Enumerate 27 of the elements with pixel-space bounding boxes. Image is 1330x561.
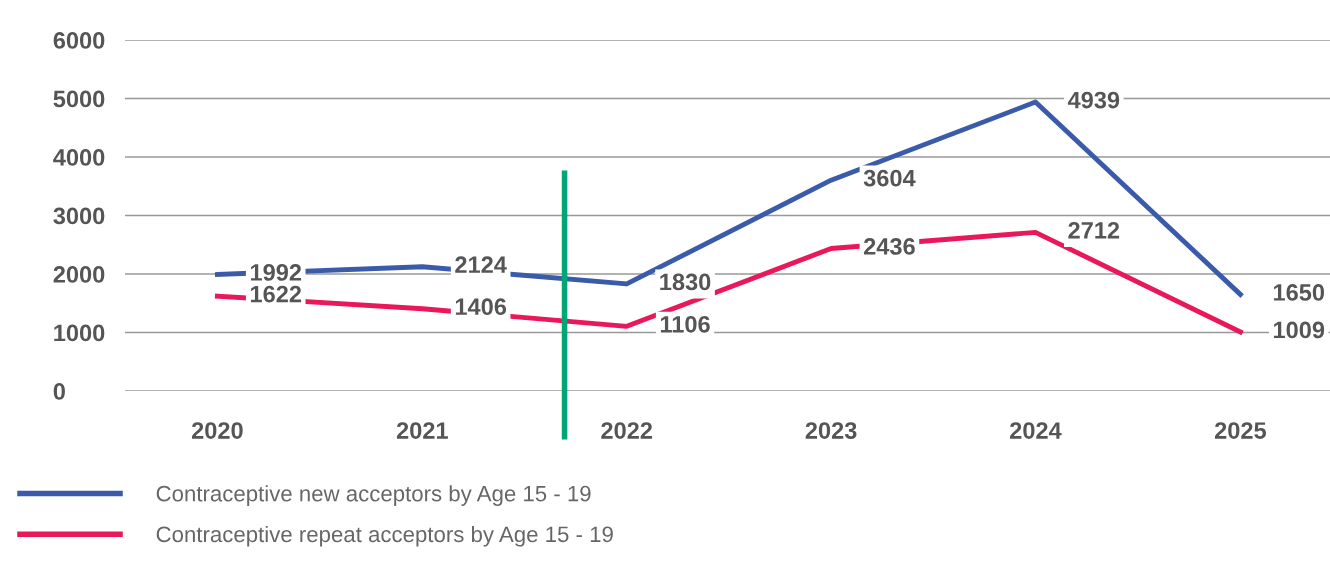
y-tick-label: 4000 (53, 149, 105, 166)
x-tick-label: 2025 (1214, 422, 1267, 439)
data-label: 2712 (1068, 221, 1120, 239)
y-tick-label: 2000 (53, 266, 105, 283)
y-tick-label: 3000 (53, 207, 105, 225)
y-tick-label: 6000 (53, 32, 105, 49)
x-tick-label: 2020 (191, 422, 243, 439)
data-label: 1992 (250, 264, 302, 281)
data-label: 1106 (660, 315, 710, 333)
y-tick-label: 1000 (54, 324, 105, 342)
x-tick-label: 2023 (805, 422, 857, 439)
y-tick-label: 0 (53, 383, 65, 400)
data-label: 2124 (455, 256, 507, 273)
data-label: 1406 (455, 298, 507, 316)
x-tick-label: 2021 (396, 422, 448, 439)
data-label: 1009 (1273, 321, 1325, 339)
x-tick-label: 2022 (601, 422, 653, 439)
data-label: 1830 (660, 273, 711, 291)
x-tick-label: 2024 (1010, 422, 1062, 439)
data-label: 4939 (1067, 91, 1120, 109)
data-label: 1650 (1273, 284, 1325, 301)
data-label: 1622 (250, 285, 302, 303)
y-tick-label: 5000 (53, 90, 105, 108)
data-label: 2436 (863, 238, 915, 255)
legend-label: Contraceptive repeat acceptors by Age 15 - 19 (156, 525, 613, 547)
data-label: 3604 (863, 169, 916, 187)
legend-label: Contraceptive new acceptors by Age 15 - 19 (156, 485, 591, 506)
